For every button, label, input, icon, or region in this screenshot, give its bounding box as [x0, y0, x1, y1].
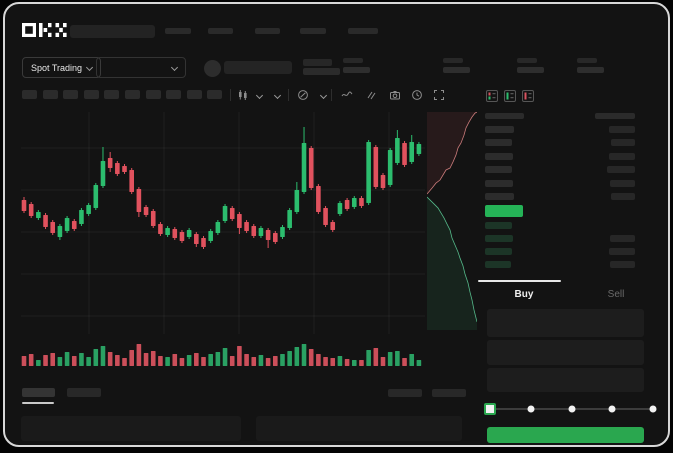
timeframe-placeholder[interactable]	[125, 90, 140, 99]
orders-table-placeholder	[256, 416, 462, 441]
nav-item-placeholder[interactable]	[208, 28, 233, 34]
total-input[interactable]	[487, 368, 644, 392]
stat-value-placeholder	[517, 67, 544, 73]
bid-amount-placeholder	[610, 261, 635, 268]
active-tab-underline	[22, 402, 54, 404]
toolbar-divider	[331, 89, 332, 101]
buy-tab[interactable]: Buy	[478, 280, 570, 304]
nav-item-placeholder[interactable]	[300, 28, 326, 34]
slider-stop[interactable]	[527, 405, 535, 413]
orderbook-asks-icon[interactable]	[521, 89, 535, 103]
ask-price-placeholder[interactable]	[485, 126, 514, 133]
ask-amount-placeholder	[607, 166, 635, 174]
ask-amount-placeholder	[611, 193, 635, 200]
candlestick-type-icon[interactable]	[236, 88, 250, 102]
bottom-tab-placeholder[interactable]	[22, 388, 55, 397]
price-input[interactable]	[487, 309, 644, 337]
last-price-placeholder	[224, 61, 292, 74]
price-change-placeholder	[303, 59, 332, 66]
app-window: Spot Trading	[3, 2, 670, 447]
chevron-down-icon[interactable]	[252, 88, 266, 102]
timeframe-placeholder[interactable]	[145, 90, 161, 99]
stat-value-placeholder	[577, 67, 604, 73]
camera-icon[interactable]	[388, 88, 402, 102]
bid-price-placeholder[interactable]	[485, 248, 512, 255]
bid-amount-placeholder	[610, 235, 635, 242]
amount-input[interactable]	[487, 340, 644, 365]
sell-tab[interactable]: Sell	[570, 280, 662, 304]
buy-tab-indicator	[478, 280, 561, 282]
buy-submit-button[interactable]	[487, 427, 644, 443]
orderbook-split-icon[interactable]	[485, 89, 499, 103]
measure-icon[interactable]	[364, 88, 378, 102]
timeframe-placeholder[interactable]	[104, 90, 120, 99]
candlestick-chart[interactable]	[21, 112, 425, 334]
bottom-action-placeholder[interactable]	[388, 389, 422, 397]
bottom-action-placeholder[interactable]	[432, 389, 466, 397]
bottom-tab-placeholder[interactable]	[67, 388, 101, 397]
stat-label-placeholder	[577, 58, 597, 63]
ask-amount-placeholder	[611, 139, 635, 147]
search-input[interactable]	[70, 25, 155, 38]
chevron-down-icon	[170, 63, 179, 71]
ob-col-amount-placeholder	[595, 113, 635, 119]
pair-selector[interactable]	[96, 57, 186, 78]
volume-chart	[21, 344, 422, 366]
stat-value-placeholder	[343, 67, 370, 73]
ask-price-placeholder[interactable]	[485, 152, 513, 160]
toolbar-divider	[230, 89, 231, 101]
bid-price-placeholder[interactable]	[485, 235, 513, 242]
timeframe-placeholder[interactable]	[186, 90, 202, 99]
ask-price-placeholder[interactable]	[485, 179, 513, 187]
nav-item-placeholder[interactable]	[348, 28, 378, 34]
ob-col-price-placeholder	[485, 113, 524, 119]
timeframe-placeholder[interactable]	[63, 90, 79, 99]
slider-stop[interactable]	[568, 405, 575, 413]
trade-tabbar: Buy Sell	[478, 280, 662, 304]
line-tool-icon[interactable]	[340, 88, 354, 102]
toolbar-divider	[288, 89, 289, 101]
stat-value-placeholder	[443, 67, 470, 73]
chevron-down-icon[interactable]	[316, 88, 330, 102]
orderbook-bids-icon[interactable]	[503, 89, 517, 103]
ask-price-placeholder[interactable]	[485, 193, 514, 200]
price-change-placeholder	[303, 68, 340, 75]
timeframe-placeholder[interactable]	[207, 90, 223, 99]
history-clock-icon[interactable]	[410, 88, 424, 102]
ask-amount-placeholder	[610, 179, 635, 187]
bid-price-placeholder[interactable]	[485, 261, 511, 268]
fullscreen-icon[interactable]	[432, 88, 446, 102]
stat-label-placeholder	[443, 58, 463, 63]
nav-item-placeholder[interactable]	[255, 28, 280, 34]
chevron-down-icon	[86, 63, 94, 71]
slider-stop[interactable]	[608, 405, 616, 413]
indicator-icon[interactable]	[296, 88, 310, 102]
stat-label-placeholder	[517, 58, 537, 63]
order-panel: Buy Sell	[478, 85, 662, 445]
ask-price-placeholder[interactable]	[485, 139, 512, 147]
coin-icon	[204, 60, 221, 77]
ask-amount-placeholder	[609, 152, 635, 160]
timeframe-placeholder[interactable]	[22, 90, 37, 99]
timeframe-placeholder[interactable]	[166, 90, 182, 99]
orders-table-placeholder	[21, 416, 241, 441]
bid-amount-placeholder	[609, 248, 635, 255]
depth-chart	[427, 112, 477, 330]
market-type-selector[interactable]: Spot Trading	[22, 57, 102, 78]
slider-stop[interactable]	[484, 403, 496, 415]
ask-amount-placeholder	[609, 126, 635, 133]
last-price-bar[interactable]	[485, 205, 523, 217]
market-type-label: Spot Trading	[31, 62, 83, 73]
timeframe-placeholder[interactable]	[42, 90, 58, 99]
okx-logo	[22, 22, 68, 38]
ask-price-placeholder[interactable]	[485, 166, 512, 174]
stat-label-placeholder	[343, 58, 363, 63]
timeframe-placeholder[interactable]	[83, 90, 99, 99]
chevron-down-icon[interactable]	[270, 88, 284, 102]
slider-stop[interactable]	[649, 405, 657, 413]
nav-item-placeholder[interactable]	[165, 28, 191, 34]
bid-price-placeholder[interactable]	[485, 222, 512, 229]
amount-slider[interactable]	[484, 403, 657, 415]
